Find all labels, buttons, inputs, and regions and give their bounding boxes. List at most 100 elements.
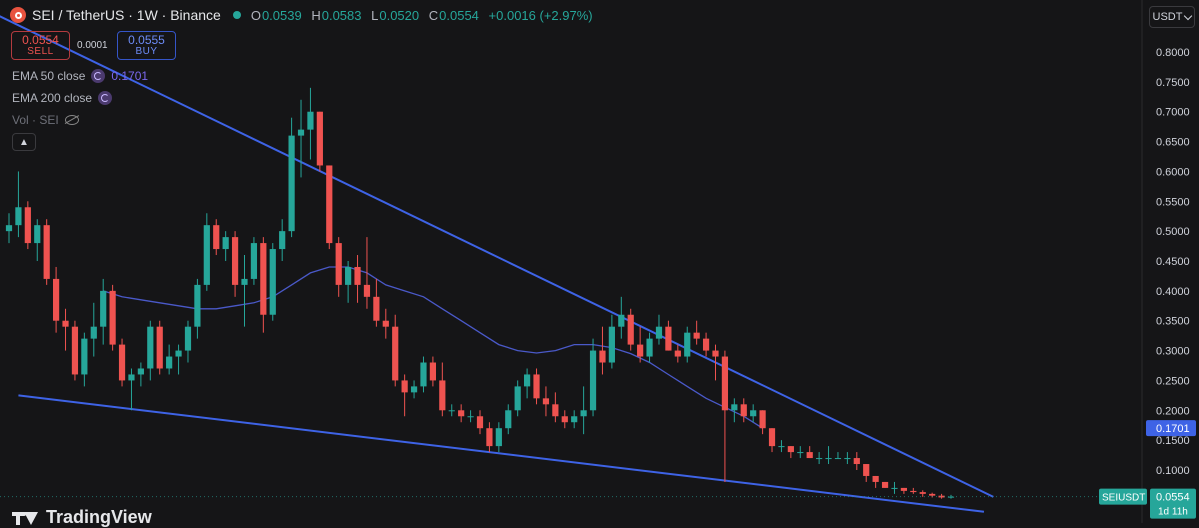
- symbol-title[interactable]: SEI / TetherUS · 1W · Binance: [32, 7, 221, 23]
- y-tick-label: 0.6500: [1156, 137, 1190, 149]
- candle-body: [410, 386, 418, 393]
- candle-body: [853, 458, 860, 465]
- candle-body: [844, 458, 851, 460]
- candle-body: [448, 410, 455, 412]
- candle-body: [194, 284, 201, 327]
- candle-body: [137, 368, 144, 375]
- change-value: +0.0016 (+2.97%): [488, 7, 593, 23]
- candle-body: [599, 350, 606, 363]
- sell-label: SELL: [27, 46, 54, 57]
- candle-body: [524, 374, 531, 387]
- symbol-tag-text: SEIUSDT: [1102, 493, 1145, 504]
- candle-body: [505, 410, 512, 429]
- candle-body: [891, 487, 898, 489]
- y-tick-label: 0.2500: [1156, 375, 1190, 387]
- open-value: 0.0539: [261, 7, 302, 23]
- currency-selector-label: USDT: [1152, 11, 1183, 23]
- candle-body: [345, 266, 352, 285]
- candle-body: [872, 475, 879, 482]
- candle-body: [542, 398, 550, 405]
- candle-body: [919, 492, 926, 494]
- hidden-eye-icon[interactable]: [64, 115, 79, 125]
- candle-body: [269, 249, 276, 315]
- candle-body: [684, 332, 691, 357]
- candle-body: [608, 326, 615, 363]
- ema200-label: EMA 200 close: [12, 91, 93, 105]
- candle-body: [665, 326, 672, 351]
- market-open-status-icon: [232, 11, 241, 19]
- candle-body: [900, 487, 907, 491]
- candle-body: [392, 326, 399, 381]
- sei-logo-icon: [10, 7, 26, 23]
- candle-body: [203, 225, 210, 285]
- candle-body: [910, 490, 917, 493]
- y-tick-label: 0.6000: [1156, 166, 1190, 178]
- candle-body: [571, 416, 578, 423]
- buy-button[interactable]: 0.0555 BUY: [117, 31, 176, 60]
- candle-body: [693, 332, 700, 339]
- tradingview-logo-icon: [12, 510, 40, 526]
- collapse-legend-button[interactable]: ▲: [12, 133, 36, 151]
- y-tick-label: 0.5000: [1156, 226, 1190, 238]
- y-tick-label: 0.7000: [1156, 107, 1190, 119]
- candle-body: [53, 278, 60, 321]
- candle-body: [740, 404, 747, 417]
- candle-body: [184, 326, 192, 351]
- volume-legend[interactable]: Vol · SEI: [12, 113, 79, 127]
- candle-body: [71, 326, 79, 375]
- buy-price: 0.0555: [128, 33, 165, 47]
- y-tick-label: 0.4000: [1156, 286, 1190, 298]
- low-key: L: [371, 7, 379, 23]
- candle-body: [326, 165, 333, 244]
- candle-body: [712, 350, 719, 357]
- currency-selector[interactable]: USDT: [1149, 6, 1195, 28]
- candle-body: [429, 362, 436, 381]
- bar-countdown-text: 1d 11h: [1158, 507, 1188, 518]
- ema200-legend[interactable]: EMA 200 close: [12, 91, 113, 105]
- candle-body: [354, 266, 361, 285]
- ema50-legend[interactable]: EMA 50 close 0.1701: [12, 69, 148, 83]
- candle-body: [750, 410, 757, 417]
- trendline-1: [18, 394, 985, 513]
- candle-body: [260, 243, 267, 315]
- candle-body: [863, 464, 870, 476]
- candle-body: [533, 374, 540, 399]
- candle-body: [81, 338, 88, 375]
- candle-body: [759, 410, 766, 429]
- close-key: C: [428, 7, 439, 23]
- ema200-settings-icon[interactable]: [98, 91, 113, 105]
- candle-body: [420, 362, 427, 387]
- candle-body: [618, 314, 625, 327]
- candle-body: [297, 129, 305, 136]
- y-tick-label: 0.1500: [1156, 435, 1190, 447]
- candle-body: [580, 410, 587, 417]
- ema50-price-badge-text: 0.1701: [1156, 423, 1190, 435]
- volume-label: Vol · SEI: [12, 113, 59, 127]
- sell-button[interactable]: 0.0554 SELL: [11, 31, 70, 60]
- candle-body: [778, 446, 785, 448]
- buy-label: BUY: [135, 46, 158, 57]
- chevron-up-icon: ▲: [19, 136, 29, 148]
- ema50-settings-icon[interactable]: [91, 69, 106, 83]
- candle-body: [307, 111, 314, 130]
- ema50-line: [103, 266, 763, 429]
- candle-body: [825, 458, 832, 460]
- candle-body: [34, 225, 41, 244]
- candle-body: [241, 278, 248, 285]
- candle-body: [147, 326, 154, 369]
- candle-body: [222, 237, 229, 250]
- spread-value: 0.0001: [77, 40, 108, 51]
- y-tick-label: 0.1000: [1156, 465, 1190, 477]
- y-tick-label: 0.8000: [1156, 47, 1190, 59]
- candle-body: [768, 428, 776, 447]
- ema50-label: EMA 50 close: [12, 69, 86, 83]
- candle-body: [15, 207, 22, 226]
- symbol-tag: [1099, 488, 1147, 505]
- open-key: O: [250, 7, 261, 23]
- close-value: 0.0554: [439, 7, 479, 23]
- candle-body: [674, 350, 681, 357]
- candle-body: [552, 404, 559, 417]
- candle-body: [589, 350, 597, 411]
- candle-body: [166, 356, 173, 369]
